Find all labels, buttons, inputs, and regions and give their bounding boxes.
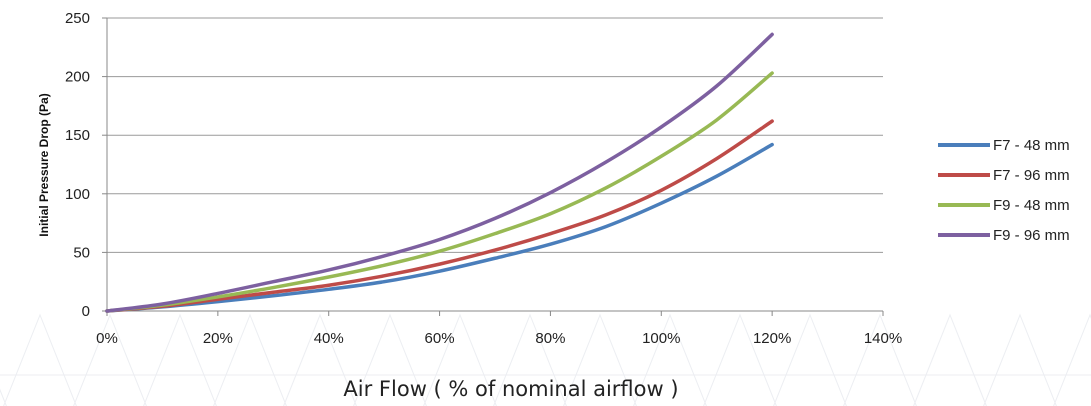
series-line-2 [105, 119, 774, 313]
series-line-4 [105, 32, 774, 313]
y-axis-title: Initial Pressure Drop (Pa) [37, 93, 51, 236]
y-tick-label: 0 [82, 303, 90, 320]
y-tick-label: 150 [65, 127, 90, 144]
series-lines [105, 32, 774, 313]
y-tick-label: 200 [65, 69, 90, 86]
x-tick-label: 140% [864, 330, 902, 347]
x-tick-label: 80% [535, 330, 565, 347]
x-tick-label: 100% [642, 330, 680, 347]
legend-label: F7 - 48 mm [993, 137, 1070, 154]
x-tick-label: 60% [425, 330, 455, 347]
y-tick-labels: 0 50 100 150 200 250 [65, 10, 107, 320]
y-tick-label: 50 [73, 244, 90, 261]
x-tick-label: 120% [753, 330, 791, 347]
legend: F7 - 48 mm F7 - 96 mm F9 - 48 mm F9 - 96 mm [938, 137, 1070, 244]
legend-label: F7 - 96 mm [993, 167, 1070, 184]
x-tick-label: 40% [314, 330, 344, 347]
legend-label: F9 - 48 mm [993, 197, 1070, 214]
y-tick-label: 100 [65, 186, 90, 203]
x-axis-title: Air Flow ( % of nominal airflow ) [343, 377, 678, 401]
series-line-1 [105, 142, 774, 313]
pattern-shape [1035, 313, 1091, 406]
x-tick-label: 20% [203, 330, 233, 347]
axes [106, 18, 883, 312]
x-tick-label: 0% [96, 330, 118, 347]
series-line-3 [105, 71, 774, 313]
legend-label: F9 - 96 mm [993, 227, 1070, 244]
y-tick-label: 250 [65, 10, 90, 27]
x-tick-labels: 0% 20% 40% 60% 80% 100% 120% 140% [96, 311, 902, 347]
